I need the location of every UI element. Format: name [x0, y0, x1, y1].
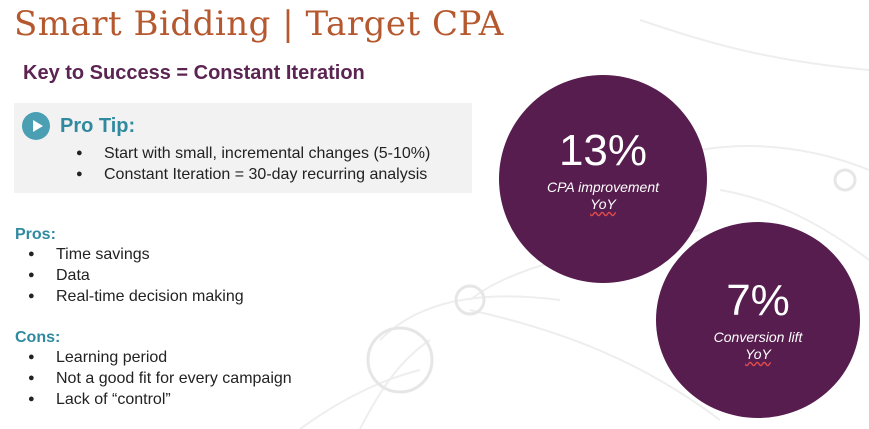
- pros-label: Pros:: [15, 226, 56, 243]
- list-item: Not a good fit for every campaign: [28, 368, 292, 389]
- list-item: Start with small, incremental changes (5…: [76, 143, 430, 164]
- stat-period: YoY: [745, 346, 771, 362]
- stat-period: YoY: [590, 196, 616, 212]
- pro-tip-heading: Pro Tip:: [60, 115, 136, 137]
- pro-tip-list: Start with small, incremental changes (5…: [76, 143, 430, 185]
- cons-label: Cons:: [15, 329, 61, 346]
- cons-list: Learning period Not a good fit for every…: [28, 347, 292, 410]
- stat-value: 13%: [558, 126, 648, 175]
- stat-circle-conversion: 7% Conversion lift YoY: [656, 222, 860, 418]
- pros-list: Time savings Data Real-time decision mak…: [28, 244, 244, 307]
- list-item: Real-time decision making: [28, 286, 244, 307]
- stat-circle-cpa: 13% CPA improvement YoY: [499, 75, 707, 283]
- list-item: Constant Iteration = 30-day recurring an…: [76, 164, 430, 185]
- stat-value: 7%: [726, 276, 790, 325]
- list-item: Lack of “control”: [28, 389, 292, 410]
- page-title: Smart Bidding | Target CPA: [14, 4, 504, 44]
- list-item: Data: [28, 265, 244, 286]
- stat-label: CPA improvement: [546, 179, 660, 195]
- stat-label: Conversion lift: [713, 329, 803, 345]
- list-item: Learning period: [28, 347, 292, 368]
- list-item: Time savings: [28, 244, 244, 265]
- play-circle-icon: [22, 112, 50, 140]
- pro-tip-box: Pro Tip: Start with small, incremental c…: [14, 103, 472, 193]
- page-subtitle: Key to Success = Constant Iteration: [23, 62, 365, 84]
